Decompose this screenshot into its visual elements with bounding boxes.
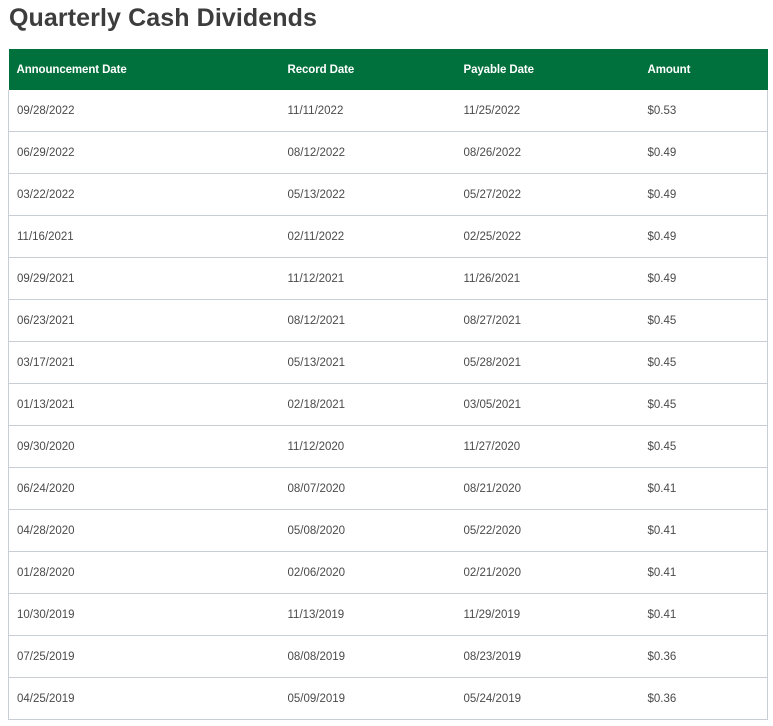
amount-cell: $0.49 [639,257,768,300]
amount-cell: $0.49 [639,131,768,174]
record-date-cell: 05/09/2019 [279,677,456,720]
payable-date-cell: 11/26/2021 [455,257,640,300]
amount-cell: $0.49 [639,215,768,258]
payable-date-cell: 05/24/2019 [455,677,640,720]
header-amount: Amount [639,49,768,90]
record-date-cell: 05/08/2020 [279,509,456,552]
announcement-date-cell: 06/23/2021 [8,299,280,342]
header-record-date: Record Date [279,49,456,90]
payable-date-cell: 08/26/2022 [455,131,640,174]
announcement-date-cell: 09/30/2020 [8,425,280,468]
table-row: 06/23/2021 08/12/2021 08/27/2021 $0.45 [8,299,768,342]
payable-date-cell: 08/27/2021 [455,299,640,342]
announcement-date-cell: 10/30/2019 [8,593,280,636]
table-row: 06/24/2020 08/07/2020 08/21/2020 $0.41 [8,467,768,510]
table-row: 09/30/2020 11/12/2020 11/27/2020 $0.45 [8,425,768,468]
amount-cell: $0.36 [639,677,768,720]
amount-cell: $0.36 [639,635,768,678]
table-row: 03/17/2021 05/13/2021 05/28/2021 $0.45 [8,341,768,384]
table-row: 04/28/2020 05/08/2020 05/22/2020 $0.41 [8,509,768,552]
record-date-cell: 05/13/2021 [279,341,456,384]
payable-date-cell: 11/27/2020 [455,425,640,468]
payable-date-cell: 03/05/2021 [455,383,640,426]
table-row: 11/16/2021 02/11/2022 02/25/2022 $0.49 [8,215,768,258]
record-date-cell: 02/18/2021 [279,383,456,426]
payable-date-cell: 08/23/2019 [455,635,640,678]
record-date-cell: 08/07/2020 [279,467,456,510]
payable-date-cell: 02/21/2020 [455,551,640,594]
page-title: Quarterly Cash Dividends [9,4,318,32]
table-row: 10/30/2019 11/13/2019 11/29/2019 $0.41 [8,593,768,636]
table-row: 07/25/2019 08/08/2019 08/23/2019 $0.36 [8,635,768,678]
record-date-cell: 11/12/2021 [279,257,456,300]
table-row: 01/28/2020 02/06/2020 02/21/2020 $0.41 [8,551,768,594]
payable-date-cell: 11/25/2022 [455,90,640,132]
amount-cell: $0.45 [639,383,768,426]
header-payable-date: Payable Date [455,49,640,90]
amount-cell: $0.45 [639,425,768,468]
header-announcement-date: Announcement Date [8,49,280,90]
announcement-date-cell: 07/25/2019 [8,635,280,678]
amount-cell: $0.41 [639,509,768,552]
announcement-date-cell: 03/17/2021 [8,341,280,384]
amount-cell: $0.41 [639,593,768,636]
amount-cell: $0.45 [639,341,768,384]
dividends-table: Announcement Date Record Date Payable Da… [8,49,768,720]
announcement-date-cell: 09/29/2021 [8,257,280,300]
table-header: Announcement Date Record Date Payable Da… [8,49,768,90]
table-row: 04/25/2019 05/09/2019 05/24/2019 $0.36 [8,677,768,720]
dividends-table-container: Announcement Date Record Date Payable Da… [8,49,768,720]
payable-date-cell: 11/29/2019 [455,593,640,636]
record-date-cell: 02/11/2022 [279,215,456,258]
table-row: 03/22/2022 05/13/2022 05/27/2022 $0.49 [8,173,768,216]
amount-cell: $0.41 [639,467,768,510]
announcement-date-cell: 06/29/2022 [8,131,280,174]
announcement-date-cell: 04/25/2019 [8,677,280,720]
table-row: 06/29/2022 08/12/2022 08/26/2022 $0.49 [8,131,768,174]
announcement-date-cell: 11/16/2021 [8,215,280,258]
payable-date-cell: 08/21/2020 [455,467,640,510]
announcement-date-cell: 03/22/2022 [8,173,280,216]
record-date-cell: 02/06/2020 [279,551,456,594]
amount-cell: $0.45 [639,299,768,342]
header-row: Announcement Date Record Date Payable Da… [8,49,768,90]
announcement-date-cell: 01/28/2020 [8,551,280,594]
record-date-cell: 08/08/2019 [279,635,456,678]
announcement-date-cell: 04/28/2020 [8,509,280,552]
record-date-cell: 11/12/2020 [279,425,456,468]
record-date-cell: 08/12/2021 [279,299,456,342]
amount-cell: $0.53 [639,90,768,132]
table-row: 01/13/2021 02/18/2021 03/05/2021 $0.45 [8,383,768,426]
record-date-cell: 08/12/2022 [279,131,456,174]
table-row: 09/28/2022 11/11/2022 11/25/2022 $0.53 [8,90,768,132]
amount-cell: $0.41 [639,551,768,594]
record-date-cell: 11/11/2022 [279,90,456,132]
payable-date-cell: 05/28/2021 [455,341,640,384]
table-row: 09/29/2021 11/12/2021 11/26/2021 $0.49 [8,257,768,300]
payable-date-cell: 02/25/2022 [455,215,640,258]
payable-date-cell: 05/27/2022 [455,173,640,216]
announcement-date-cell: 01/13/2021 [8,383,280,426]
table-body: 09/28/2022 11/11/2022 11/25/2022 $0.53 06/29… [8,90,768,720]
announcement-date-cell: 09/28/2022 [8,90,280,132]
record-date-cell: 11/13/2019 [279,593,456,636]
record-date-cell: 05/13/2022 [279,173,456,216]
announcement-date-cell: 06/24/2020 [8,467,280,510]
amount-cell: $0.49 [639,173,768,216]
payable-date-cell: 05/22/2020 [455,509,640,552]
